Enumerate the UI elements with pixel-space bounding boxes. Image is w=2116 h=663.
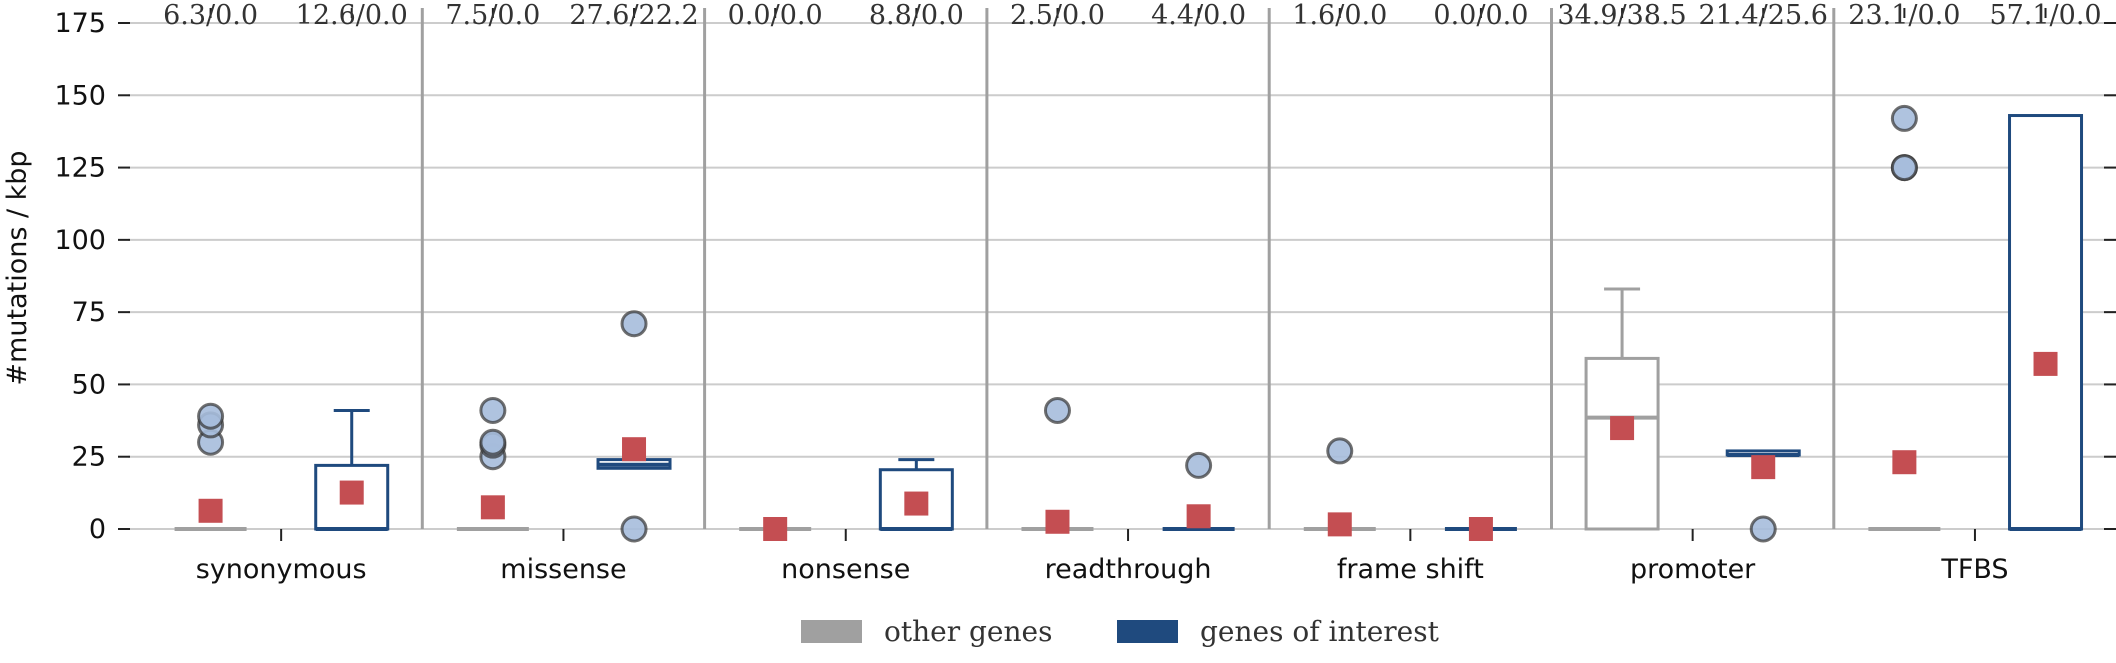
mean-marker <box>904 491 929 516</box>
y-tick-label: 75 <box>72 297 106 328</box>
y-tick-label: 0 <box>89 514 106 545</box>
y-tick-label: 125 <box>54 153 106 184</box>
mean-marker <box>2033 351 2058 376</box>
mean-marker <box>198 498 223 523</box>
top-label: 27.6/22.2 <box>569 0 698 31</box>
top-label: 2.5/0.0 <box>1010 0 1105 31</box>
top-labels: 6.3/0.0 12.6/0.0 7.5/0.0 27.6/22.2 0.0/0.0 8.… <box>163 0 2102 31</box>
mean-marker <box>480 495 505 520</box>
outlier-point <box>620 310 648 338</box>
top-label: 7.5/0.0 <box>445 0 540 31</box>
legend-swatch <box>1117 620 1178 643</box>
x-tick-label: synonymous <box>196 554 367 585</box>
mean-marker <box>1468 517 1493 541</box>
x-tick-label: missense <box>500 554 626 585</box>
category-separators <box>420 8 1836 529</box>
y-tick-label: 175 <box>54 8 106 39</box>
outlier-point <box>1185 451 1213 479</box>
mean-marker <box>1751 455 1776 480</box>
y-axis: 0 25 50 75 100 125 150 175 <box>54 8 2116 545</box>
box <box>1584 356 1660 531</box>
top-label: 12.6/0.0 <box>296 0 408 31</box>
outlier-point <box>1326 437 1354 465</box>
x-tick-label: promoter <box>1630 554 1756 585</box>
mean-marker <box>1892 450 1917 475</box>
mean-marker <box>1186 504 1211 529</box>
outlier-point <box>620 515 648 543</box>
x-tick-label: nonsense <box>781 554 910 585</box>
x-tick-label: readthrough <box>1045 554 1212 585</box>
top-label: 57.1/0.0 <box>1989 0 2101 31</box>
y-axis-label: #mutations / kbp <box>2 150 33 385</box>
outlier-point <box>1749 515 1777 543</box>
box <box>2008 114 2084 531</box>
top-label: 6.3/0.0 <box>163 0 258 31</box>
legend-swatch <box>801 620 862 643</box>
mean-marker <box>763 517 788 541</box>
top-label: 1.6/0.0 <box>1292 0 1387 31</box>
top-label: 23.1/0.0 <box>1848 0 1960 31</box>
legend-label: genes of interest <box>1200 615 1440 648</box>
boxes <box>174 104 2084 543</box>
top-label: 0.0/0.0 <box>1433 0 1528 31</box>
mean-marker <box>622 437 647 462</box>
y-tick-label: 150 <box>54 80 106 111</box>
x-tick-label: frame shift <box>1337 554 1484 585</box>
outlier-point <box>479 396 507 424</box>
gridlines <box>128 22 2116 530</box>
top-label: 8.8/0.0 <box>869 0 964 31</box>
mean-marker <box>1327 512 1352 537</box>
mean-marker <box>1610 416 1635 441</box>
mean-marker <box>1045 509 1070 534</box>
top-label: 34.9/38.5 <box>1557 0 1686 31</box>
outlier-point <box>197 402 225 430</box>
x-tick-label: TFBS <box>1940 554 2008 585</box>
outlier-point <box>1890 104 1918 132</box>
top-label: 4.4/0.0 <box>1151 0 1246 31</box>
outlier-point <box>1890 154 1918 182</box>
outlier-point <box>1043 396 1071 424</box>
y-tick-label: 100 <box>54 225 106 256</box>
legend-label: other genes <box>884 615 1052 648</box>
top-label: 0.0/0.0 <box>728 0 823 31</box>
y-tick-label: 25 <box>72 442 106 473</box>
x-axis: synonymous missense nonsense readthrough fra… <box>196 529 2009 585</box>
outlier-point <box>479 428 507 456</box>
mean-marker <box>339 480 364 505</box>
y-tick-label: 50 <box>72 369 106 400</box>
top-label: 21.4/25.6 <box>1699 0 1828 31</box>
legend: other genes genes of interest <box>801 615 1440 648</box>
